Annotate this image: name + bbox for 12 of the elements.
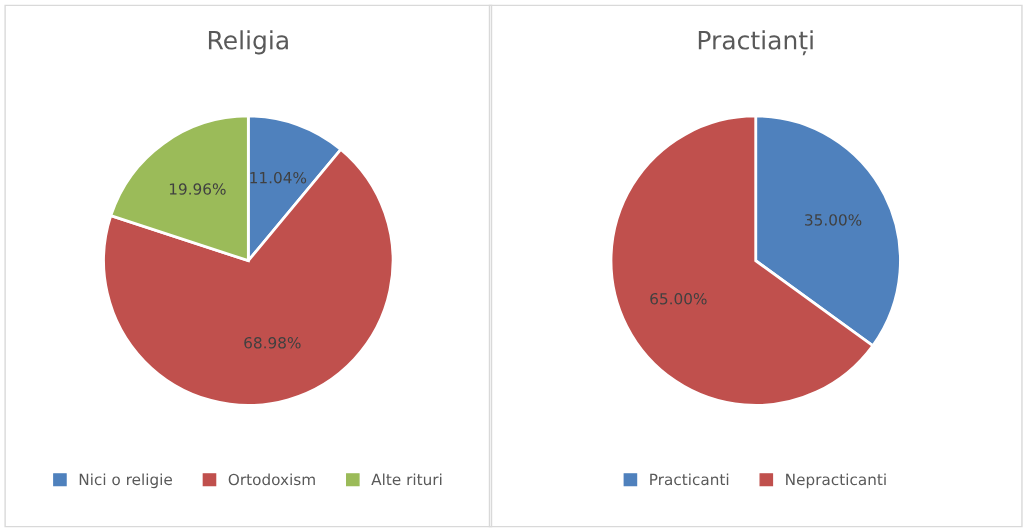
legend-label: Nepracticanti: [786, 473, 886, 489]
legend-label: Nici o religie: [79, 473, 172, 489]
chart-title: Practianți: [698, 30, 813, 56]
data-label: 65.00%: [650, 292, 707, 305]
data-label: 19.96%: [169, 183, 226, 195]
data-label: 11.04%: [250, 171, 307, 184]
legend-label: Ortodoxism: [228, 473, 315, 486]
legend-label: Practicanti: [650, 473, 729, 486]
data-label: 68.98%: [244, 336, 301, 349]
chart-title: Religia: [208, 30, 288, 55]
data-label: 35.00%: [805, 214, 862, 226]
legend-label: Alte rituri: [371, 473, 442, 486]
